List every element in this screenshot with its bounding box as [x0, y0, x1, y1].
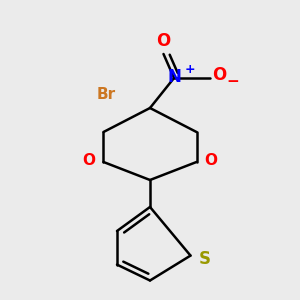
- Text: −: −: [226, 74, 239, 88]
- Text: Br: Br: [97, 87, 116, 102]
- Text: S: S: [199, 250, 211, 268]
- Text: N: N: [168, 68, 182, 86]
- Text: O: O: [156, 32, 171, 50]
- Text: +: +: [184, 63, 195, 76]
- Text: O: O: [204, 153, 218, 168]
- Text: O: O: [212, 66, 226, 84]
- Text: O: O: [82, 153, 96, 168]
